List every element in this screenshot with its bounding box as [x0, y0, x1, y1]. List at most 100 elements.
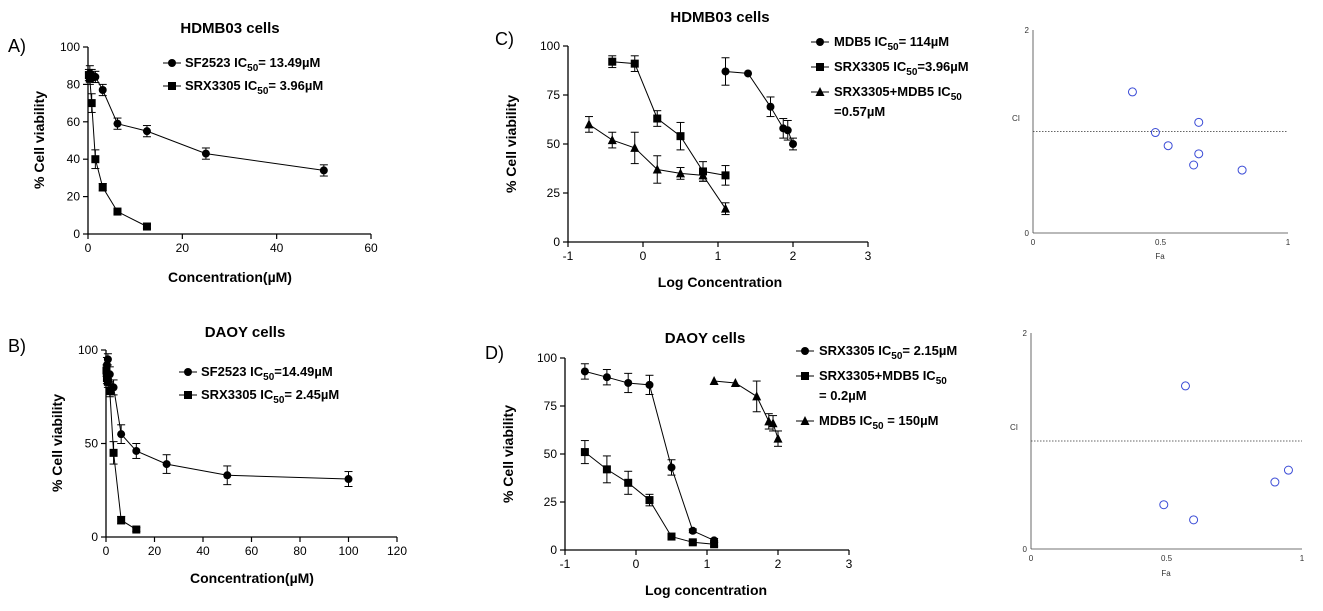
ci-data-point: [1180, 381, 1190, 391]
data-point: [103, 355, 112, 364]
y-axis-label: % Cell viability: [500, 405, 516, 503]
y-tick-label: 60: [67, 115, 81, 129]
legend-marker: [184, 368, 192, 376]
legend-item: MDB5 IC50 = 150µM: [796, 413, 938, 432]
legend-label: MDB5 IC50= 114µM: [834, 34, 949, 53]
x-tick-label: 0.5: [1155, 238, 1167, 247]
legend-value: =0.57µM: [834, 104, 885, 119]
x-tick-label: 0: [1029, 554, 1034, 563]
y-tick-label: 25: [544, 495, 558, 509]
legend-subscript: 50: [257, 86, 269, 97]
data-point: [117, 516, 126, 525]
x-tick-label: -1: [560, 557, 571, 571]
y-axis-label: % Cell viability: [49, 394, 65, 492]
x-tick-label: 60: [364, 241, 378, 255]
legend-item: SRX3305+MDB5 IC50 =0.57µM: [811, 84, 962, 119]
data-point: [223, 471, 232, 480]
y-tick-label: 100: [78, 343, 98, 357]
legend-label: SRX3305 IC50= 3.96µM: [185, 78, 323, 97]
legend-name: SF2523 IC: [201, 364, 264, 379]
series-line: [88, 74, 148, 227]
x-tick-label: 2: [790, 249, 797, 263]
x-tick-label: 60: [245, 544, 259, 558]
legend-item: SF2523 IC50=14.49µM: [179, 364, 333, 383]
ci-data-point: [1189, 160, 1199, 170]
legend-subscript: 50: [887, 42, 899, 53]
x-axis-label: Fa: [1161, 569, 1171, 578]
legend-name: SRX3305 IC: [819, 343, 892, 358]
legend-marker: [168, 82, 176, 90]
y-tick-label: 80: [67, 77, 81, 91]
x-tick-label: 0: [1031, 238, 1036, 247]
x-tick-label: 0.5: [1161, 554, 1173, 563]
data-point: [201, 149, 210, 158]
x-axis-label: Log concentration: [645, 582, 767, 598]
data-point: [162, 460, 171, 469]
y-tick-label: 20: [67, 190, 81, 204]
legend-subscript: 50: [951, 92, 963, 103]
ci-data-point: [1237, 165, 1247, 175]
y-tick-label: 0: [91, 530, 98, 544]
chart-title: DAOY cells: [205, 324, 286, 341]
data-point: [783, 126, 792, 135]
chart-a-hdmb03-concentration: HDMB03 cells Concentration(µM) % Cell viab…: [31, 20, 378, 285]
legend-value: = 2.15µM: [902, 343, 957, 358]
x-tick-label: 3: [865, 249, 872, 263]
ci-data-point: [1194, 117, 1204, 127]
x-tick-label: 0: [633, 557, 640, 571]
data-point: [667, 463, 676, 472]
legend-name: SRX3305 IC: [834, 59, 907, 74]
data-point: [789, 140, 797, 148]
x-axis-label: Fa: [1155, 252, 1165, 261]
data-point: [676, 132, 685, 141]
series-square: [84, 68, 151, 231]
chart-title: HDMB03 cells: [670, 9, 769, 26]
ci-data-point: [1270, 477, 1280, 487]
y-axis-label: % Cell viability: [31, 91, 47, 189]
y-tick-label: 0: [553, 235, 560, 249]
legend-subscript: 50: [273, 395, 285, 406]
data-point: [580, 448, 589, 457]
series-circle: [721, 57, 797, 151]
legend-item: SF2523 IC50= 13.49µM: [163, 55, 320, 74]
legend-value: =3.96µM: [917, 59, 968, 74]
series-square: [580, 440, 719, 549]
x-tick-label: 120: [387, 544, 407, 558]
legend-marker: [168, 59, 176, 67]
series-square: [608, 55, 730, 186]
x-axis-label: Log Concentration: [658, 274, 782, 290]
legend-item: SRX3305+MDB5 IC50= 0.2µM: [796, 368, 947, 403]
legend-item: SRX3305 IC50= 2.15µM: [796, 343, 957, 362]
ci-data-point: [1283, 465, 1293, 475]
data-point: [730, 377, 740, 387]
data-point: [676, 168, 685, 178]
data-point: [98, 86, 107, 95]
y-tick-label: 0: [73, 227, 80, 241]
data-point: [698, 170, 708, 180]
data-point: [709, 376, 719, 386]
data-point: [142, 222, 151, 231]
x-tick-label: 0: [85, 241, 92, 255]
legend-label: SRX3305 IC50= 2.45µM: [201, 387, 339, 406]
x-tick-label: 20: [176, 241, 190, 255]
data-point: [105, 387, 114, 396]
legend-item: SRX3305 IC50= 3.96µM: [163, 78, 323, 97]
y-tick-label: 50: [85, 437, 99, 451]
data-point: [630, 59, 639, 68]
legend-item: SRX3305 IC50= 2.45µM: [179, 387, 339, 406]
legend-subscript: 50: [906, 67, 918, 78]
ci-data-point: [1189, 515, 1199, 525]
data-point: [624, 478, 633, 487]
legend-name: SRX3305+MDB5 IC: [834, 84, 951, 99]
legend-name: SF2523 IC: [185, 55, 248, 70]
data-point: [652, 164, 662, 174]
legend-value: = 13.49µM: [258, 55, 320, 70]
data-point: [645, 380, 654, 389]
data-point: [580, 367, 589, 376]
x-axis-label: Concentration(µM): [168, 269, 292, 285]
data-point: [602, 465, 611, 474]
legend-marker: [800, 416, 810, 425]
legend-marker: [184, 391, 192, 399]
legend-subscript: 50: [936, 376, 948, 387]
y-tick-label: 100: [540, 39, 560, 53]
